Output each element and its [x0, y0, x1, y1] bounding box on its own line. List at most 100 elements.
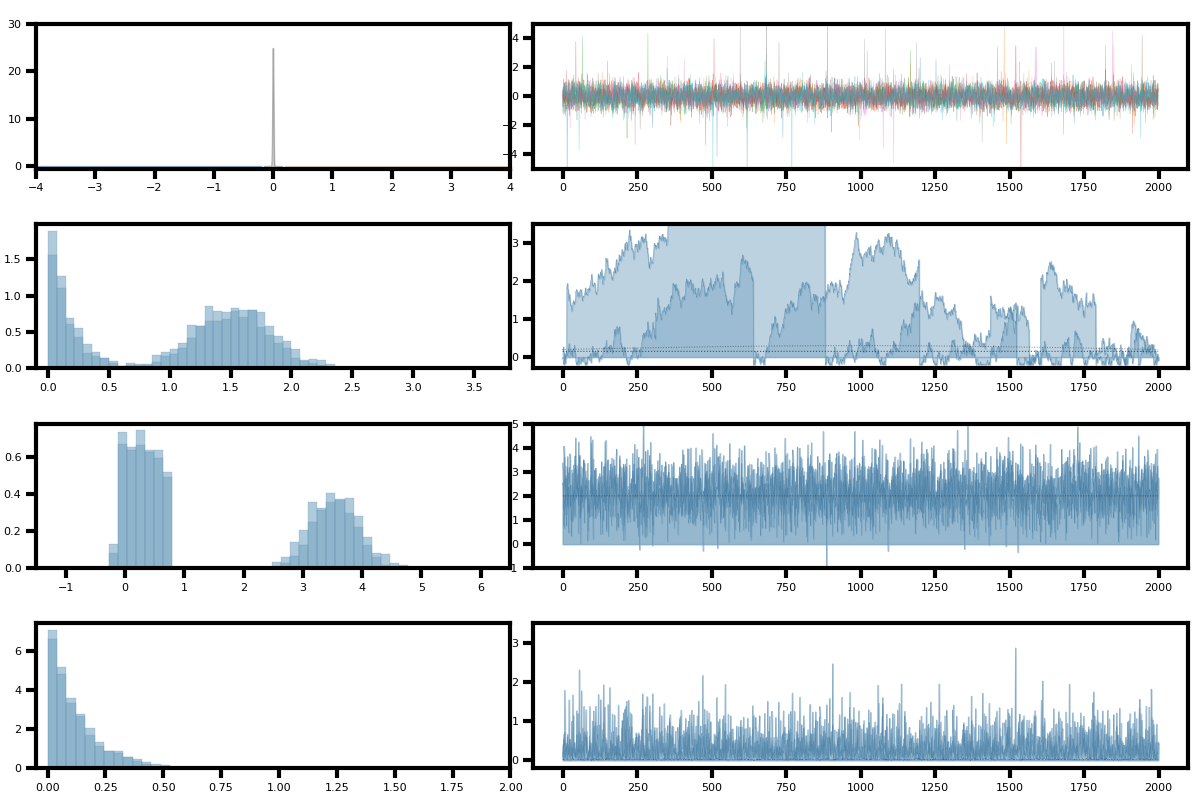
Bar	[66, 703, 76, 768]
Bar	[109, 544, 118, 568]
Bar	[145, 451, 154, 568]
Bar	[83, 353, 91, 369]
Bar	[257, 326, 265, 369]
Bar	[179, 347, 187, 369]
Bar	[118, 444, 127, 568]
Bar	[239, 310, 248, 369]
Bar	[344, 513, 354, 568]
Bar	[372, 557, 380, 568]
Bar	[308, 363, 318, 369]
Bar	[222, 312, 230, 369]
Bar	[58, 674, 66, 768]
Bar	[169, 354, 179, 369]
Bar	[317, 510, 326, 568]
Bar	[390, 563, 400, 568]
Bar	[126, 363, 136, 369]
Bar	[136, 430, 145, 568]
Bar	[283, 348, 292, 369]
Bar	[263, 567, 272, 568]
Bar	[151, 764, 161, 768]
Bar	[239, 318, 248, 369]
Bar	[326, 493, 336, 568]
Bar	[196, 326, 204, 369]
Bar	[308, 358, 318, 369]
Bar	[74, 328, 83, 369]
Bar	[48, 255, 56, 369]
Bar	[152, 354, 161, 369]
Bar	[76, 716, 85, 768]
Bar	[362, 545, 372, 568]
Bar	[290, 556, 299, 568]
Bar	[230, 311, 239, 369]
Bar	[344, 498, 354, 568]
Bar	[144, 365, 152, 369]
Bar	[290, 542, 299, 568]
Bar	[136, 365, 144, 369]
Bar	[74, 337, 83, 369]
Bar	[335, 367, 343, 369]
Bar	[114, 753, 124, 768]
Bar	[161, 352, 169, 369]
Bar	[265, 326, 274, 369]
Bar	[163, 471, 172, 568]
Bar	[101, 358, 109, 369]
Bar	[204, 306, 214, 369]
Bar	[118, 366, 126, 369]
Bar	[66, 698, 76, 768]
Bar	[48, 639, 58, 768]
Bar	[127, 450, 136, 568]
Bar	[161, 765, 170, 768]
Bar	[336, 500, 344, 568]
Bar	[95, 746, 104, 768]
Bar	[187, 338, 196, 369]
Bar	[257, 312, 265, 369]
Bar	[300, 360, 308, 369]
Bar	[136, 445, 145, 568]
Bar	[292, 349, 300, 369]
Bar	[335, 367, 343, 369]
Bar	[380, 554, 390, 568]
Bar	[48, 630, 58, 768]
Bar	[95, 742, 104, 768]
Bar	[85, 735, 95, 768]
Bar	[362, 537, 372, 568]
Bar	[179, 343, 187, 369]
Bar	[83, 344, 91, 369]
Bar	[274, 336, 283, 369]
Bar	[169, 349, 179, 369]
Bar	[109, 362, 118, 369]
Bar	[118, 432, 127, 568]
Bar	[142, 762, 151, 768]
Bar	[161, 356, 169, 369]
Bar	[170, 767, 180, 768]
Bar	[101, 358, 109, 369]
Bar	[118, 366, 126, 369]
Bar	[196, 326, 204, 369]
Bar	[151, 766, 161, 768]
Bar	[299, 530, 308, 568]
Bar	[109, 363, 118, 369]
Bar	[152, 362, 161, 369]
Bar	[154, 450, 163, 568]
Bar	[104, 751, 114, 768]
Bar	[56, 288, 66, 369]
Bar	[317, 508, 326, 568]
Bar	[248, 310, 257, 369]
Bar	[109, 553, 118, 568]
Bar	[85, 728, 95, 768]
Bar	[214, 321, 222, 369]
Bar	[56, 275, 66, 369]
Bar	[326, 367, 335, 369]
Bar	[326, 365, 335, 369]
Bar	[272, 567, 281, 568]
Bar	[230, 308, 239, 369]
Bar	[336, 499, 344, 568]
Bar	[222, 319, 230, 369]
Bar	[199, 767, 208, 768]
Bar	[114, 751, 124, 768]
Bar	[214, 311, 222, 369]
Bar	[190, 766, 199, 768]
Bar	[283, 341, 292, 369]
Bar	[145, 450, 154, 568]
Bar	[76, 714, 85, 768]
